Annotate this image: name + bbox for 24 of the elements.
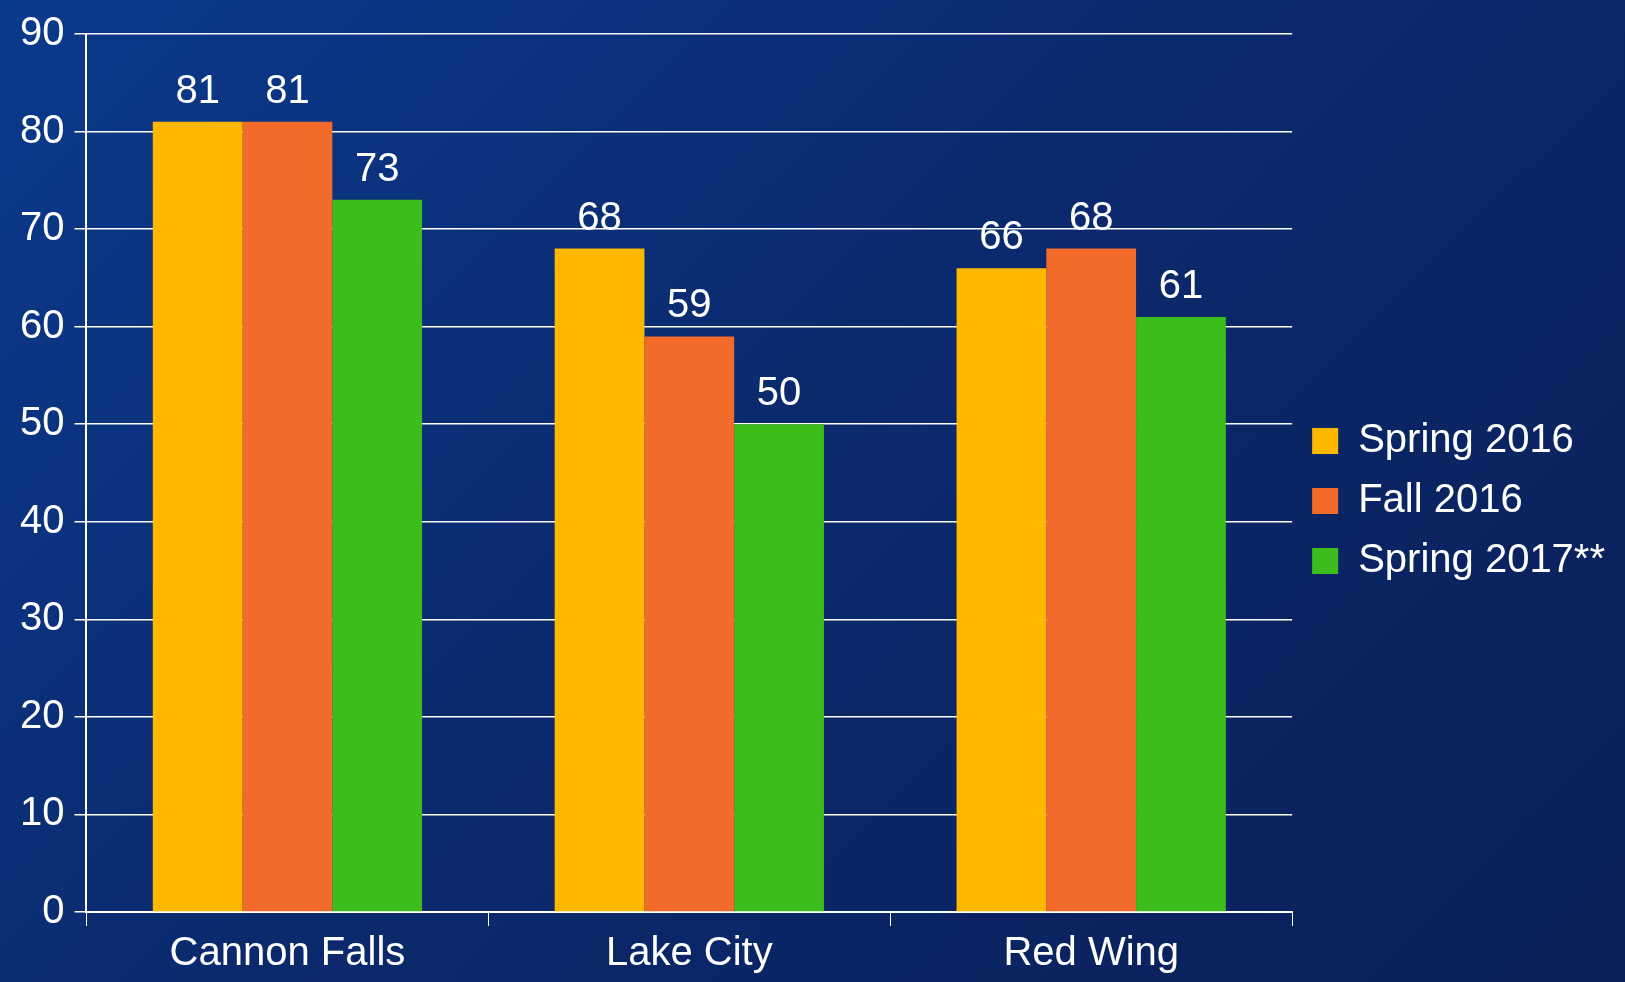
data-label: 68 [1068, 193, 1114, 238]
y-tick-label: 20 [19, 691, 65, 736]
data-label: 50 [756, 369, 802, 414]
y-tick-label: 50 [19, 399, 65, 444]
data-label: 68 [577, 193, 622, 238]
data-label: 81 [175, 66, 220, 111]
y-tick-label: 60 [19, 301, 65, 346]
y-tick-label: 0 [42, 887, 65, 932]
legend-label: Spring 2016 [1358, 416, 1574, 461]
data-label: 73 [354, 144, 400, 189]
legend-label: Spring 2017** [1358, 536, 1605, 581]
y-tick-label: 30 [19, 594, 65, 639]
data-label: 81 [265, 66, 310, 111]
y-tick-label: 80 [19, 106, 65, 151]
x-tick-label: Cannon Falls [169, 929, 406, 974]
legend-label: Fall 2016 [1358, 476, 1523, 521]
x-tick-label: Red Wing [1003, 929, 1180, 974]
data-label: 61 [1158, 261, 1204, 306]
y-tick-label: 90 [19, 9, 65, 54]
y-tick-label: 10 [19, 789, 65, 834]
x-tick-label: Lake City [605, 929, 773, 974]
data-label: 59 [667, 281, 712, 326]
y-tick-label: 70 [19, 204, 65, 249]
y-tick-label: 40 [19, 496, 65, 541]
